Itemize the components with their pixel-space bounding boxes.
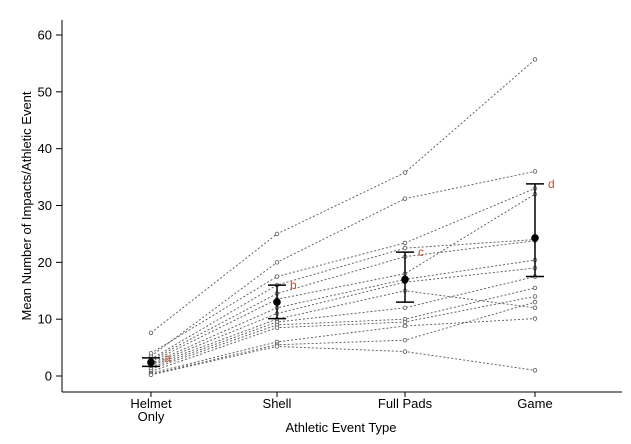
y-tick-label: 0	[45, 369, 52, 384]
significance-letter: a	[164, 351, 171, 365]
individual-point	[532, 57, 538, 62]
individual-series-line	[150, 287, 536, 370]
individual-series-line	[150, 301, 536, 375]
individual-point	[532, 316, 538, 321]
individual-series-line	[150, 267, 536, 366]
y-tick-label: 60	[38, 28, 52, 43]
individual-point	[274, 344, 280, 349]
individual-point	[532, 299, 538, 305]
significance-letters-layer: a b c d	[164, 177, 555, 365]
individual-point	[274, 260, 280, 265]
mean-point	[401, 275, 409, 284]
individual-point	[274, 274, 280, 279]
individual-point	[402, 245, 408, 251]
individual-point	[532, 294, 538, 299]
significance-letter: d	[548, 177, 555, 191]
y-tick-label: 20	[38, 255, 52, 270]
individual-series-line	[150, 188, 536, 354]
individual-point	[402, 349, 408, 354]
individual-point	[148, 330, 154, 336]
individual-series-line	[150, 59, 536, 334]
individual-series-line	[150, 170, 536, 357]
individual-point	[402, 319, 408, 325]
y-tick-label: 10	[38, 312, 52, 327]
x-tick-label: Shell	[263, 396, 292, 411]
y-tick-label: 30	[38, 198, 52, 213]
x-tick-label: Only	[138, 409, 165, 424]
individual-point	[402, 323, 408, 329]
mean-points-layer	[147, 234, 539, 367]
individual-series-line	[150, 276, 536, 368]
individual-series-line	[150, 295, 536, 372]
significance-letter: c	[418, 245, 424, 259]
individual-point	[148, 351, 154, 356]
x-tick-label: Game	[517, 396, 552, 411]
x-tick-label: Helmet	[130, 396, 172, 411]
individual-point	[402, 196, 408, 201]
y-axis-title: Mean Number of Impacts/Athletic Event	[19, 91, 34, 320]
significance-letter: b	[290, 278, 297, 292]
individual-point	[148, 372, 154, 378]
x-tick-label: Full Pads	[378, 396, 433, 411]
individual-point	[532, 285, 538, 291]
mean-point	[531, 234, 539, 242]
error-bar-layer	[142, 183, 544, 368]
y-ticks: 0 10 20 30 40 50 60	[38, 28, 62, 384]
individual-point	[532, 305, 538, 310]
individual-point	[274, 325, 280, 330]
individual-series-layer	[148, 57, 538, 378]
individual-series-line	[150, 318, 536, 374]
individual-series-line	[150, 239, 536, 360]
y-tick-label: 50	[38, 84, 52, 99]
individual-series-line	[150, 193, 536, 363]
x-axis-title: Athletic Event Type	[285, 420, 396, 435]
individual-point	[402, 170, 408, 175]
y-tick-label: 40	[38, 141, 52, 156]
individual-point	[532, 368, 538, 373]
individual-series-line	[150, 259, 536, 364]
individual-point	[402, 240, 408, 246]
mean-point	[273, 298, 281, 306]
axes	[61, 20, 622, 393]
individual-point	[402, 305, 408, 310]
individual-point	[402, 337, 408, 343]
individual-point	[532, 169, 538, 174]
individual-series-line	[150, 240, 536, 361]
mean-point	[147, 358, 155, 367]
individual-series-line	[150, 345, 536, 376]
individual-point	[274, 231, 280, 237]
